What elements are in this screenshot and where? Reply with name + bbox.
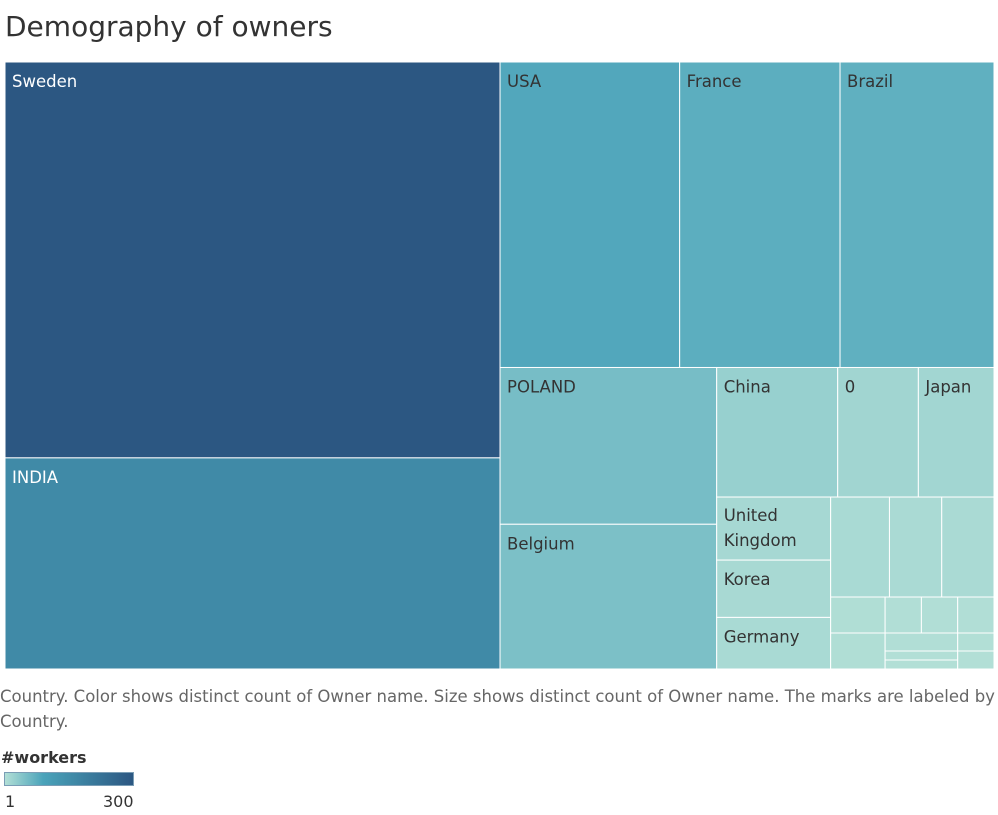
- treemap-tile-rect[interactable]: [830, 596, 886, 634]
- treemap-tile[interactable]: [884, 632, 959, 652]
- treemap-tile-rect[interactable]: [884, 596, 922, 634]
- treemap-tile-label: Sweden: [12, 72, 77, 91]
- treemap-tile-rect[interactable]: [957, 632, 995, 652]
- treemap-tile-label: 0: [845, 377, 856, 396]
- treemap-tile-rect[interactable]: [499, 523, 718, 670]
- treemap-tile[interactable]: 0: [837, 366, 919, 498]
- treemap-tile[interactable]: USA: [499, 61, 681, 368]
- treemap-tile[interactable]: POLAND: [499, 366, 718, 525]
- treemap-tile[interactable]: Japan: [917, 366, 995, 498]
- legend-color-ramp: [4, 772, 134, 786]
- treemap-tile-rect[interactable]: [884, 632, 959, 652]
- treemap-tile-label: INDIA: [12, 468, 59, 487]
- treemap-tile[interactable]: China: [716, 366, 839, 498]
- treemap-tile-rect[interactable]: [839, 61, 995, 368]
- chart-caption: Country. Color shows distinct count of O…: [0, 687, 995, 731]
- treemap-tile-label: Belgium: [507, 534, 575, 553]
- treemap-tile-rect[interactable]: [830, 632, 886, 670]
- chart-title: Demography of owners: [5, 10, 333, 43]
- treemap-tile-label: France: [687, 72, 742, 91]
- treemap-tile[interactable]: [941, 496, 995, 598]
- treemap-tile[interactable]: INDIA: [4, 457, 501, 670]
- legend-max-label: 300: [103, 792, 134, 811]
- treemap-tile[interactable]: [957, 632, 995, 652]
- treemap-tile[interactable]: [830, 596, 886, 634]
- treemap-tile[interactable]: [884, 596, 922, 634]
- treemap-tile-rect[interactable]: [679, 61, 841, 368]
- treemap-tile-rect[interactable]: [499, 366, 718, 525]
- treemap-tile-rect[interactable]: [4, 61, 501, 459]
- treemap-tile[interactable]: France: [679, 61, 841, 368]
- treemap-tile[interactable]: [884, 650, 959, 661]
- treemap-tile[interactable]: [957, 596, 995, 634]
- treemap-chart[interactable]: Sweden INDIA USA France Brazil POLAND Belgium C…: [0, 0, 998, 680]
- treemap-tile[interactable]: [957, 650, 995, 670]
- treemap-tile-rect[interactable]: [884, 659, 959, 670]
- treemap-tile-rect[interactable]: [888, 496, 943, 598]
- legend-title: #workers: [1, 748, 87, 767]
- treemap-tile-rect[interactable]: [716, 616, 832, 670]
- treemap-tile[interactable]: Belgium: [499, 523, 718, 670]
- treemap-tile-label: China: [724, 377, 771, 396]
- treemap-tile-rect[interactable]: [920, 596, 959, 634]
- treemap-tile[interactable]: [884, 659, 959, 670]
- treemap-tile[interactable]: [830, 632, 886, 670]
- treemap-tile-rect[interactable]: [830, 496, 890, 598]
- treemap-tile[interactable]: Sweden: [4, 61, 501, 459]
- treemap-tile-rect[interactable]: [884, 650, 959, 661]
- legend-min-label: 1: [5, 792, 16, 811]
- treemap-tile-label: Korea: [724, 570, 771, 589]
- treemap-tile-rect[interactable]: [941, 496, 995, 598]
- treemap-tile-label: United Kingdom: [724, 506, 797, 550]
- treemap-tile-rect[interactable]: [4, 457, 501, 670]
- treemap-tile-rect[interactable]: [499, 61, 681, 368]
- treemap-tile[interactable]: Korea: [716, 559, 832, 618]
- treemap-tile[interactable]: [830, 496, 890, 598]
- treemap-tile-rect[interactable]: [957, 650, 995, 670]
- treemap-tile-rect[interactable]: [716, 366, 839, 498]
- treemap-tile[interactable]: [888, 496, 943, 598]
- treemap-tile[interactable]: United Kingdom: [716, 496, 832, 561]
- treemap-tile-label: POLAND: [507, 377, 576, 396]
- treemap-tile-label: Brazil: [847, 72, 893, 91]
- treemap-tile[interactable]: [920, 596, 959, 634]
- treemap-tile-label: Germany: [724, 627, 800, 646]
- treemap-tile-rect[interactable]: [837, 366, 919, 498]
- treemap-tile[interactable]: Germany: [716, 616, 832, 670]
- treemap-tile-rect[interactable]: [957, 596, 995, 634]
- treemap-tile[interactable]: Brazil: [839, 61, 995, 368]
- treemap-tile-label: USA: [507, 72, 542, 91]
- treemap-tile-label: Japan: [924, 377, 971, 396]
